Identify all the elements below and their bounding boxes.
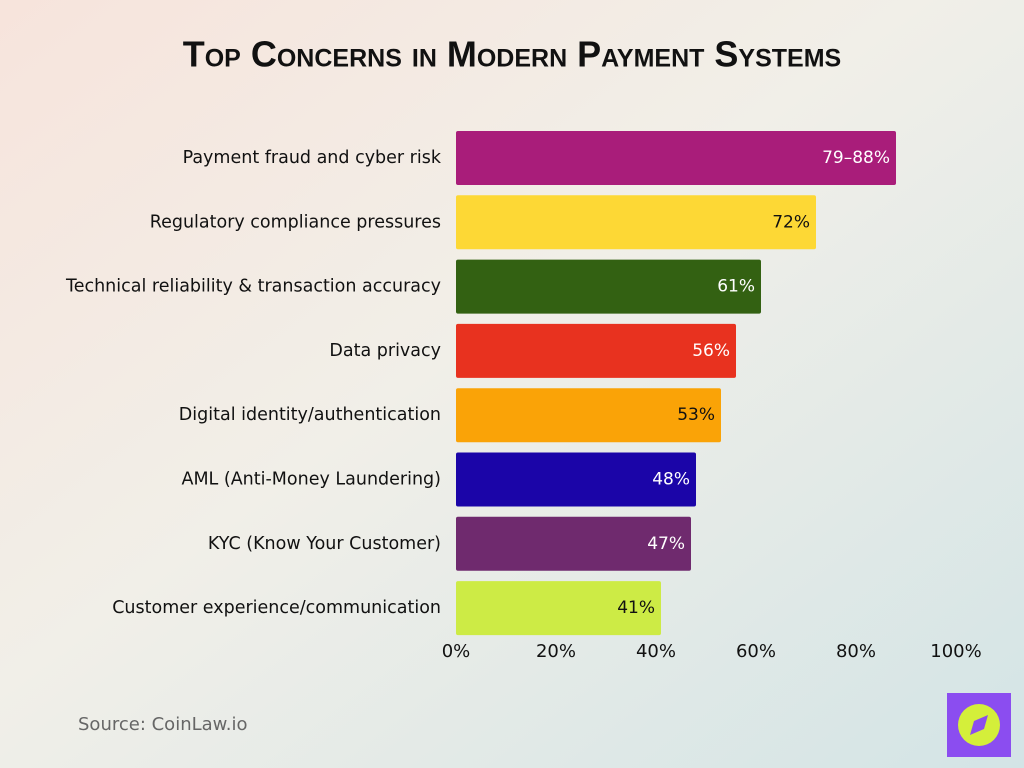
value-label: 53%: [677, 405, 715, 425]
value-label: 48%: [652, 470, 690, 490]
y-tick-label: Digital identity/authentication: [179, 405, 441, 425]
x-tick-label: 80%: [836, 641, 876, 662]
bar: [456, 323, 736, 378]
value-label: 41%: [617, 598, 655, 618]
logo: [947, 693, 1011, 757]
bar: [456, 195, 816, 250]
chart-title: Top Concerns in Modern Payment Systems: [183, 34, 841, 75]
bar: [456, 452, 696, 507]
x-tick-label: 40%: [636, 641, 676, 662]
x-tick-label: 20%: [536, 641, 576, 662]
value-label: 61%: [717, 277, 755, 297]
y-tick-label: Regulatory compliance pressures: [150, 212, 441, 232]
source: Source: CoinLaw.io: [78, 714, 247, 735]
bar: [456, 581, 661, 636]
y-tick-label: Payment fraud and cyber risk: [183, 148, 442, 168]
y-tick-label: Data privacy: [329, 341, 441, 361]
value-label: 47%: [647, 534, 685, 554]
value-label: 79–88%: [822, 148, 890, 168]
bar: [456, 259, 761, 314]
logo-compass: [970, 715, 988, 735]
bar: [456, 516, 691, 571]
bar: [456, 388, 721, 443]
x-tick-label: 60%: [736, 641, 776, 662]
y-tick-label: Customer experience/communication: [112, 598, 441, 618]
y-tick-label: KYC (Know Your Customer): [208, 534, 441, 554]
bar: [456, 131, 896, 185]
value-label: 56%: [692, 341, 730, 361]
y-tick-label: AML (Anti-Money Laundering): [181, 470, 441, 490]
value-label: 72%: [772, 212, 810, 232]
y-tick-label: Technical reliability & transaction accu…: [65, 277, 441, 297]
x-tick-label: 100%: [930, 641, 981, 662]
x-tick-label: 0%: [442, 641, 471, 662]
